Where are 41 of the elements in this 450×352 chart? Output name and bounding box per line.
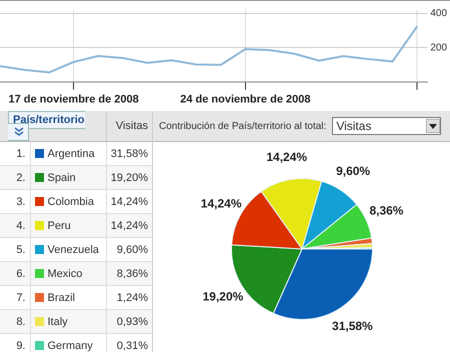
- text: 19,20%: [110, 172, 148, 184]
- text: Visitas: [106, 111, 152, 142]
- text: 7.: [0, 286, 30, 310]
- text: 4.: [0, 214, 30, 238]
- chart-title: Contribución de País/territorio al total:: [159, 120, 326, 132]
- text: 5.: [0, 238, 30, 262]
- legend-label: Germany: [30, 334, 106, 352]
- data-label: 0,93%: [106, 310, 152, 334]
- y-tick-label: 400: [430, 8, 448, 20]
- legend-label: Argentina: [30, 142, 106, 166]
- text: 9.: [0, 334, 30, 352]
- legend-label: Venezuela: [30, 238, 106, 262]
- legend-label: Spain: [30, 166, 106, 190]
- x-tick-label: 24 de noviembre de 2008: [180, 93, 310, 106]
- data-label: 14,24%: [266, 150, 308, 164]
- text: 14,24%: [110, 220, 148, 232]
- x-tick-label: 17 de noviembre de 2008: [8, 93, 139, 106]
- data-label: 8,36%: [369, 204, 404, 218]
- text: 2.: [0, 166, 30, 190]
- data-label: 14,24%: [200, 196, 242, 210]
- text: 14,24%: [110, 196, 148, 208]
- data-label: 31,58%: [332, 318, 374, 333]
- text: 8,36%: [116, 268, 148, 280]
- y-tick-label: 200: [430, 42, 448, 54]
- text: 1.: [0, 142, 30, 166]
- legend-label: Brazil: [30, 286, 106, 310]
- text: 6.: [0, 262, 30, 286]
- text: 3.: [0, 190, 30, 214]
- data-label: 1,24%: [106, 286, 152, 310]
- data-label: 0,31%: [106, 334, 152, 352]
- legend-title: País/territorio: [8, 111, 85, 141]
- legend-label: Peru: [30, 214, 106, 238]
- text: 31,58%: [110, 148, 148, 160]
- data-label: 9,60%: [336, 164, 370, 178]
- text: 9,60%: [116, 244, 148, 256]
- legend-label: Mexico: [30, 262, 106, 286]
- legend-label: Colombia: [30, 190, 106, 214]
- data-label: 19,20%: [202, 289, 244, 304]
- text: Visitas: [332, 117, 442, 135]
- text: 8.: [0, 310, 30, 334]
- legend-label: Italy: [30, 310, 106, 334]
